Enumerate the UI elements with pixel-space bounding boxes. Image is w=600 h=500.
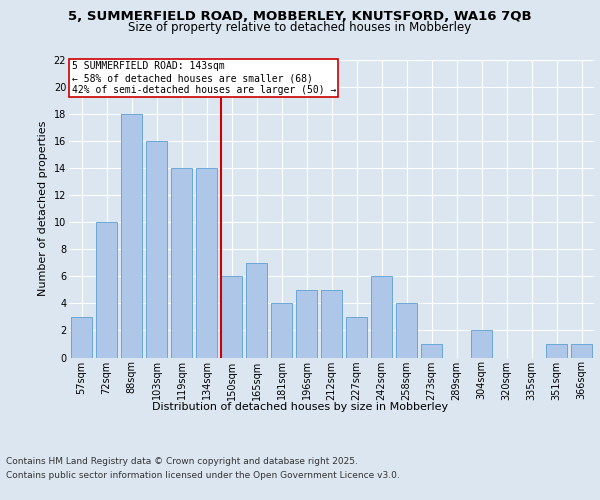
Text: Contains public sector information licensed under the Open Government Licence v3: Contains public sector information licen… xyxy=(6,472,400,480)
Bar xyxy=(171,168,192,358)
Bar xyxy=(71,317,92,358)
Bar xyxy=(546,344,567,358)
Bar xyxy=(196,168,217,358)
Text: 5 SUMMERFIELD ROAD: 143sqm
← 58% of detached houses are smaller (68)
42% of semi: 5 SUMMERFIELD ROAD: 143sqm ← 58% of deta… xyxy=(71,62,336,94)
Bar xyxy=(271,304,292,358)
Bar xyxy=(371,276,392,357)
Bar xyxy=(571,344,592,358)
Bar xyxy=(221,276,242,357)
Bar xyxy=(321,290,342,358)
Text: 5, SUMMERFIELD ROAD, MOBBERLEY, KNUTSFORD, WA16 7QB: 5, SUMMERFIELD ROAD, MOBBERLEY, KNUTSFOR… xyxy=(68,10,532,23)
Y-axis label: Number of detached properties: Number of detached properties xyxy=(38,121,48,296)
Bar xyxy=(121,114,142,358)
Bar xyxy=(421,344,442,358)
Bar xyxy=(146,141,167,358)
Bar xyxy=(396,304,417,358)
Text: Size of property relative to detached houses in Mobberley: Size of property relative to detached ho… xyxy=(128,21,472,34)
Bar xyxy=(346,317,367,358)
Bar xyxy=(296,290,317,358)
Bar xyxy=(471,330,492,357)
Bar xyxy=(96,222,117,358)
Text: Distribution of detached houses by size in Mobberley: Distribution of detached houses by size … xyxy=(152,402,448,411)
Bar xyxy=(246,263,267,358)
Text: Contains HM Land Registry data © Crown copyright and database right 2025.: Contains HM Land Registry data © Crown c… xyxy=(6,458,358,466)
